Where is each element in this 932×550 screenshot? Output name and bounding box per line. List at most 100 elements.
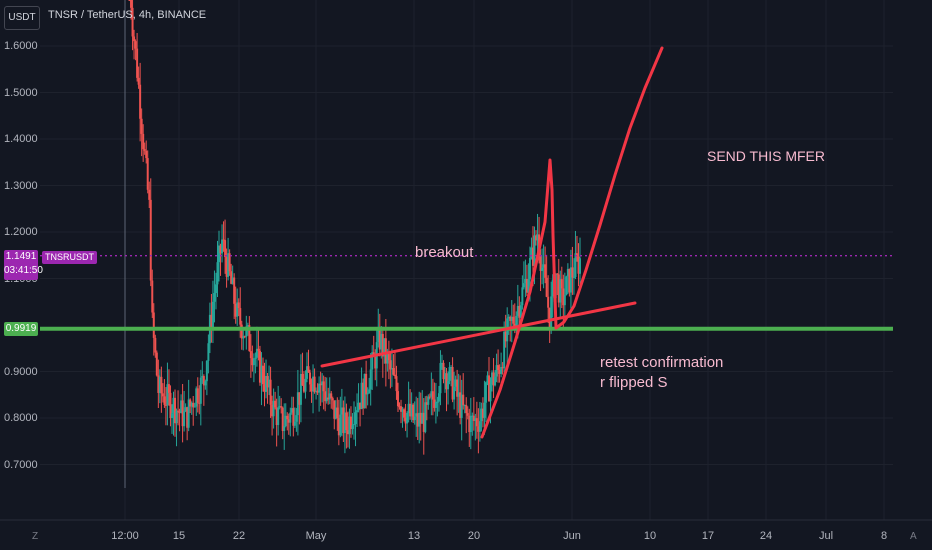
candle-body: [196, 388, 199, 403]
candle-body: [453, 386, 456, 400]
candle-body: [249, 351, 252, 359]
candle-body: [369, 369, 372, 390]
candle-body: [151, 280, 154, 313]
candle-body: [221, 239, 224, 254]
candle-body: [436, 401, 439, 403]
pump-drawing: [480, 158, 558, 439]
candle-body: [400, 406, 403, 412]
candle-body: [243, 336, 246, 338]
timezone-icon[interactable]: Z: [32, 531, 39, 542]
candle-body: [307, 366, 310, 373]
candle-body: [242, 336, 245, 339]
candle-body: [569, 267, 572, 293]
candle-body: [172, 397, 175, 414]
candle-body: [371, 352, 374, 370]
candle-body: [406, 413, 409, 424]
candle-body: [169, 392, 172, 418]
candle-body: [198, 402, 201, 404]
time-tick-label: 17: [701, 530, 715, 542]
candle-body: [533, 235, 536, 266]
candle-body: [166, 384, 169, 406]
candle-body: [315, 390, 318, 392]
candle-body: [378, 329, 381, 350]
candle-body: [328, 393, 331, 400]
candle-body: [401, 409, 404, 412]
candle-body: [231, 277, 234, 284]
candle-body: [450, 366, 453, 368]
candle-body: [187, 399, 190, 428]
candle-body: [130, 0, 133, 8]
price-tick-label: 1.4000: [4, 133, 38, 145]
candle-body: [265, 376, 268, 392]
auto-scale-icon[interactable]: A: [910, 531, 917, 542]
candle-body: [497, 365, 500, 371]
candle-body: [542, 264, 545, 268]
candle-body: [292, 408, 295, 426]
candle-body: [342, 407, 345, 434]
candle-body: [321, 381, 324, 386]
candle-body: [210, 314, 213, 328]
candle-body: [568, 268, 571, 293]
candle-body: [190, 402, 193, 407]
candle-body: [390, 368, 393, 370]
candle-body: [477, 426, 480, 432]
candle-body: [447, 380, 450, 390]
candle-body: [462, 394, 465, 406]
candle-body: [216, 262, 219, 285]
currency-button[interactable]: USDT: [4, 6, 40, 30]
candle-body: [161, 393, 164, 397]
candle-body: [383, 338, 386, 357]
time-tick-label: 13: [407, 530, 421, 542]
candle-body: [577, 256, 580, 274]
candle-body: [136, 48, 139, 78]
time-tick-label: 15: [172, 530, 186, 542]
candle-body: [131, 7, 134, 37]
candle-body: [246, 325, 249, 327]
candle-body: [392, 368, 395, 375]
candle-body: [331, 398, 334, 401]
candle-body: [437, 393, 440, 402]
candle-body: [384, 338, 387, 364]
candle-body: [205, 360, 208, 382]
candle-body: [527, 279, 530, 293]
candle-body: [149, 199, 152, 281]
candle-body: [324, 391, 327, 402]
candle-body: [498, 370, 501, 374]
candle-body: [495, 365, 498, 377]
candle-body: [448, 367, 451, 381]
candle-body: [389, 360, 392, 370]
candle-body: [356, 410, 359, 413]
candle-body: [501, 367, 504, 369]
candle-body: [434, 402, 437, 408]
candle-body: [422, 412, 425, 432]
candle-body: [189, 399, 192, 407]
candle-body: [175, 410, 178, 424]
time-tick-label: 24: [759, 530, 773, 542]
candle-body: [254, 357, 257, 359]
candle-body: [466, 413, 469, 416]
candle-body: [487, 375, 490, 402]
candle-body: [413, 416, 416, 421]
candle-body: [240, 324, 243, 339]
candle-body: [164, 404, 167, 406]
candle-body: [557, 274, 560, 303]
candle-body: [301, 373, 304, 386]
current-price: 1.1491: [5, 251, 37, 262]
candle-body: [222, 239, 225, 241]
candle-body: [340, 407, 343, 415]
candle-body: [148, 189, 151, 200]
candle-body: [263, 384, 266, 392]
annotation-send: SEND THIS MFER: [707, 148, 825, 164]
symbol-title: TNSR / TetherUS, 4h, BINANCE: [48, 9, 207, 21]
price-tick-label: 0.9000: [4, 365, 38, 378]
candle-body: [403, 409, 406, 418]
candle-body: [562, 288, 565, 306]
candle-body: [211, 301, 214, 328]
candle-body: [283, 426, 286, 431]
price-tick-label: 0.7000: [4, 458, 38, 471]
candle-body: [398, 406, 401, 408]
candle-body: [430, 391, 433, 397]
candle-body: [410, 404, 413, 417]
time-tick-label: 20: [467, 530, 481, 542]
